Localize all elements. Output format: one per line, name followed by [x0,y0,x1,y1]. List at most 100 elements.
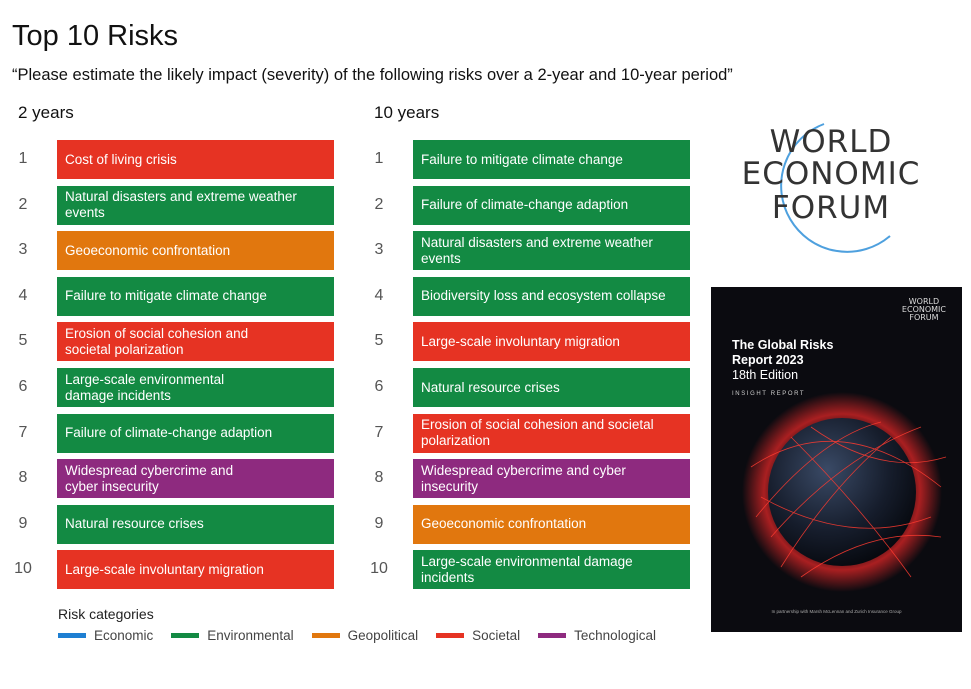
legend-swatch [58,633,86,638]
risk-label-line: Large-scale involuntary migration [421,333,620,349]
risk-bar: Erosion of social cohesion and societal p… [413,413,690,453]
risk-bar: Failure of climate-change adaption [57,413,334,453]
risk-label: Erosion of social cohesion and societal p… [65,326,248,358]
risk-bar: Large-scale involuntary migration [57,550,334,590]
risk-label-line: Failure to mitigate climate change [65,288,267,304]
wef-logo-line1: WORLD [769,124,893,160]
cover-brand-line: ECONOMIC [901,305,946,314]
legend-label: Societal [472,628,521,643]
legend-label: Technological [574,628,656,643]
risk-label-line: Natural resource crises [65,516,204,532]
cover-title-line: The Global Risks [732,338,834,352]
report-cover: WORLD ECONOMIC FORUM The Global Risks Re… [711,287,962,632]
risk-rank: 3 [18,241,28,259]
risk-label-line: events [65,205,105,221]
risk-bar: Natural disasters and extreme weather eve… [413,231,690,271]
risk-rank: 6 [374,378,384,395]
risk-label-line: Large-scale environmental [65,371,225,387]
risk-label: Widespread cybercrime and cyber insecurit… [421,463,626,495]
risk-bar: Widespread cybercrime and cyber insecurit… [413,459,690,499]
risk-label-line: Cost of living crisis [65,151,177,167]
risk-label-line: Natural disasters and extreme weather [421,234,653,250]
risk-label-line: Widespread cybercrime and cyber [421,462,626,478]
risk-rank: 6 [18,378,28,395]
wef-arc-icon [780,123,891,253]
risk-label-line: insecurity [421,478,479,494]
risk-label-line: incidents [421,569,475,585]
cover-brand-line: FORUM [909,313,939,322]
risk-label-line: Failure of climate-change adaption [421,197,629,213]
risk-bar: Failure to mitigate climate change [413,140,690,179]
risk-rank: 2 [374,195,384,213]
risk-rank: 4 [374,286,384,304]
risk-rank: 10 [14,560,32,578]
risk-label: Geoeconomic confrontation [65,243,230,259]
risk-label-line: cyber insecurity [65,478,159,494]
risk-label-line: Geoeconomic confrontation [65,242,231,258]
cover-brand: WORLD ECONOMIC FORUM [902,298,946,322]
cover-kicker: INSIGHT REPORT [732,391,806,397]
risk-label: Erosion of social cohesion and societal p… [421,417,654,449]
risk-label: Failure of climate-change adaption [421,197,628,213]
legend-swatch [436,633,465,638]
risk-label-line: Erosion of social cohesion and societal [421,417,654,433]
risk-bar: Widespread cybercrime and cyber insecurit… [57,459,334,499]
risk-rank: 8 [18,469,28,487]
risk-label-line: events [421,250,461,266]
risk-bar: Failure of climate-change adaption [413,185,690,225]
risk-bar: Failure to mitigate climate change [57,276,334,316]
risk-rank: 2 [18,195,28,213]
legend-swatch [538,633,567,638]
risk-label: Natural disasters and extreme weather eve… [421,235,653,267]
legend-swatch [171,633,200,638]
risk-label-line: Large-scale environmental damage [421,553,633,569]
risk-label: Natural resource crises [65,516,204,532]
risk-label-line: Geoeconomic confrontation [421,516,587,532]
risk-label: Failure to mitigate climate change [421,152,623,168]
legend-swatch [311,633,340,638]
risk-rank: 8 [374,469,384,487]
legend-item-economic: Economic [58,628,153,643]
cover-edition: 18th Edition [732,368,799,382]
legend-item-societal: Societal [436,628,520,643]
risk-label: Failure to mitigate climate change [65,288,267,304]
risk-label: Large-scale involuntary migration [421,334,620,350]
risk-rank: 3 [374,241,384,259]
risk-label: Widespread cybercrime and cyber insecurit… [65,463,233,495]
risk-label-line: Natural resource crises [421,379,560,395]
risk-bar: Geoeconomic confrontation [413,504,690,544]
wef-logo: WORLD ECONOMIC FORUM [720,118,942,263]
column-heading-10-years: 10 years [374,103,440,122]
risk-label-line: Natural disasters and extreme weather [65,189,297,205]
risk-bar: Large-scale environmental damage incident… [413,550,690,590]
risk-rank: 5 [374,332,384,350]
risk-bar: Geoeconomic confrontation [57,231,334,271]
legend-item-environmental: Environmental [171,628,294,643]
risk-label-line: societal polarization [65,341,184,357]
risk-rank: 7 [374,423,384,441]
risk-label-line: polarization [421,433,491,449]
cover-title-line: Report 2023 [732,353,804,367]
risk-label-line: Erosion of social cohesion and [65,325,249,341]
risk-rank: 9 [18,514,28,532]
cover-title: The Global Risks Report 2023 [732,338,833,368]
risk-label: Large-scale involuntary migration [65,562,264,578]
risk-rank: 7 [18,423,28,441]
risk-bar: Biodiversity loss and ecosystem collapse [413,276,690,316]
risk-rank: 1 [374,150,384,167]
risk-label: Large-scale environmental damage incident… [65,372,224,404]
page-title: Top 10 Risks [12,20,179,52]
legend-label: Geopolitical [347,628,419,643]
legend-label: Environmental [207,628,294,643]
legend-label: Economic [94,628,154,643]
risk-label: Large-scale environmental damage incident… [421,554,633,586]
risk-label: Geoeconomic confrontation [421,516,586,532]
legend: Economic Environmental Geopolitical Soci… [58,628,674,643]
cover-brand-line: WORLD [908,297,940,306]
risk-label-line: damage incidents [65,387,171,403]
risk-bar: Erosion of social cohesion and societal p… [57,322,334,362]
risk-label-line: Biodiversity loss and ecosystem collapse [421,288,666,304]
globe-image [742,392,947,592]
cover-partner: In partnership with Marsh McLennan and Z… [771,609,902,614]
wef-logo-line2: ECONOMIC [741,156,921,192]
